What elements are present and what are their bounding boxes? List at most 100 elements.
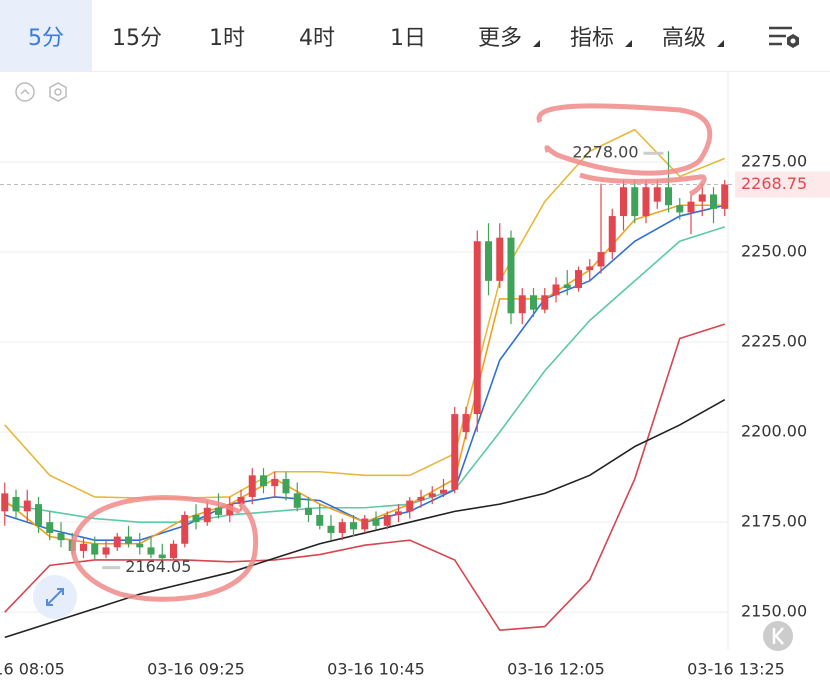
indicator-line bbox=[4, 204, 725, 545]
candle-body bbox=[203, 507, 211, 523]
settings-lines bbox=[769, 26, 792, 46]
tab-label: 15分 bbox=[112, 25, 162, 51]
tab[interactable]: 15分 bbox=[92, 0, 182, 71]
candle-body bbox=[80, 543, 87, 551]
indicator-line bbox=[4, 226, 725, 523]
dropdown-arrow bbox=[717, 40, 724, 47]
candle-body bbox=[631, 187, 639, 217]
highlight-ellipse bbox=[70, 495, 259, 602]
candle-body bbox=[361, 518, 369, 530]
candle-body bbox=[136, 543, 144, 548]
tab[interactable]: 更多 bbox=[454, 0, 546, 71]
candle-body bbox=[552, 284, 560, 296]
candle-body bbox=[496, 237, 504, 281]
candle-body bbox=[687, 201, 695, 213]
k-bg bbox=[763, 621, 793, 651]
candle-body bbox=[721, 184, 729, 209]
expand-icon bbox=[46, 588, 64, 606]
settings-dot bbox=[790, 38, 796, 44]
candle-body bbox=[46, 522, 54, 533]
tab-label: 1日 bbox=[390, 25, 426, 51]
candle-body bbox=[282, 478, 290, 494]
y-tick-label: 2175.00 bbox=[741, 512, 807, 531]
candle-body bbox=[676, 205, 684, 213]
tab[interactable]: 5分 bbox=[0, 0, 92, 71]
tab[interactable]: 高级 bbox=[638, 0, 730, 71]
x-tick-label: 03-16 08:05 bbox=[0, 660, 65, 679]
y-tick-label: 2150.00 bbox=[741, 602, 807, 621]
candle-body bbox=[147, 547, 155, 555]
candle-body bbox=[192, 514, 200, 523]
candle-body bbox=[260, 475, 267, 487]
candle-body bbox=[541, 295, 549, 310]
candle-body bbox=[158, 554, 166, 559]
plot-area bbox=[1, 128, 729, 639]
high-label: 2278.00 bbox=[572, 143, 638, 162]
expand-button[interactable] bbox=[33, 575, 77, 619]
candle-body bbox=[440, 489, 447, 494]
candle-body bbox=[473, 241, 481, 415]
x-tick-label: 03-16 10:45 bbox=[327, 660, 425, 679]
highlight-stroke bbox=[579, 172, 707, 197]
candle-body bbox=[316, 514, 324, 526]
y-tick-label: 2225.00 bbox=[741, 332, 807, 351]
candle-body bbox=[305, 507, 312, 515]
candle-body bbox=[215, 507, 222, 515]
candle-body bbox=[113, 536, 121, 548]
candle-body bbox=[653, 187, 661, 202]
indicator-line bbox=[4, 204, 725, 541]
tab[interactable]: 指标 bbox=[546, 0, 638, 71]
settings-button[interactable] bbox=[49, 82, 67, 102]
candle-body bbox=[428, 493, 436, 497]
candle-body bbox=[372, 518, 380, 526]
candle-body bbox=[170, 543, 177, 559]
candle-body bbox=[57, 532, 65, 541]
candle-body bbox=[586, 266, 594, 271]
candle-body bbox=[597, 252, 605, 267]
candle-body bbox=[462, 414, 470, 433]
candle-body bbox=[620, 187, 627, 217]
k-icon bbox=[772, 627, 784, 645]
last-price-label: 2268.75 bbox=[741, 174, 807, 193]
candle-body bbox=[417, 496, 425, 501]
candle-body bbox=[530, 295, 537, 310]
tab[interactable]: 1日 bbox=[362, 0, 454, 71]
tab-label: 高级 bbox=[661, 25, 706, 51]
candle-body bbox=[125, 536, 132, 544]
candle-body bbox=[451, 414, 459, 490]
k-button[interactable] bbox=[763, 621, 793, 651]
candle-body bbox=[575, 270, 582, 289]
candle-body bbox=[248, 475, 256, 497]
x-tick-label: 03-16 09:25 bbox=[147, 660, 245, 679]
last-price-bg bbox=[735, 171, 830, 198]
candle-body bbox=[338, 522, 346, 533]
x-tick-label: 03-16 13:25 bbox=[687, 660, 785, 679]
tab[interactable]: 4时 bbox=[272, 0, 362, 71]
candle-body bbox=[518, 295, 526, 314]
collapse-button[interactable] bbox=[15, 82, 35, 102]
tab-label: 1时 bbox=[209, 25, 245, 51]
candle-body bbox=[710, 194, 717, 209]
tab[interactable]: 1时 bbox=[182, 0, 272, 71]
candle-body bbox=[485, 241, 492, 281]
indicator-line bbox=[4, 323, 725, 632]
layout-settings-button[interactable] bbox=[766, 22, 806, 52]
candle-body bbox=[35, 504, 42, 526]
highlight-ellipse bbox=[536, 103, 713, 176]
candle-body bbox=[563, 284, 571, 289]
y-tick-label: 2200.00 bbox=[741, 422, 807, 441]
candle-body bbox=[698, 194, 706, 202]
candle-body bbox=[181, 514, 189, 544]
tab-label: 指标 bbox=[569, 25, 614, 51]
dropdown-arrow bbox=[625, 40, 632, 47]
low-label: 2164.05 bbox=[125, 557, 191, 576]
candle-body bbox=[237, 496, 245, 505]
y-tick-label: 2275.00 bbox=[741, 152, 807, 171]
chart-tools bbox=[15, 82, 67, 102]
dropdown-arrow bbox=[533, 40, 540, 47]
settings-icon bbox=[54, 88, 62, 96]
candle-body bbox=[23, 500, 31, 512]
candle-body bbox=[293, 493, 301, 508]
candle-body bbox=[406, 500, 414, 512]
